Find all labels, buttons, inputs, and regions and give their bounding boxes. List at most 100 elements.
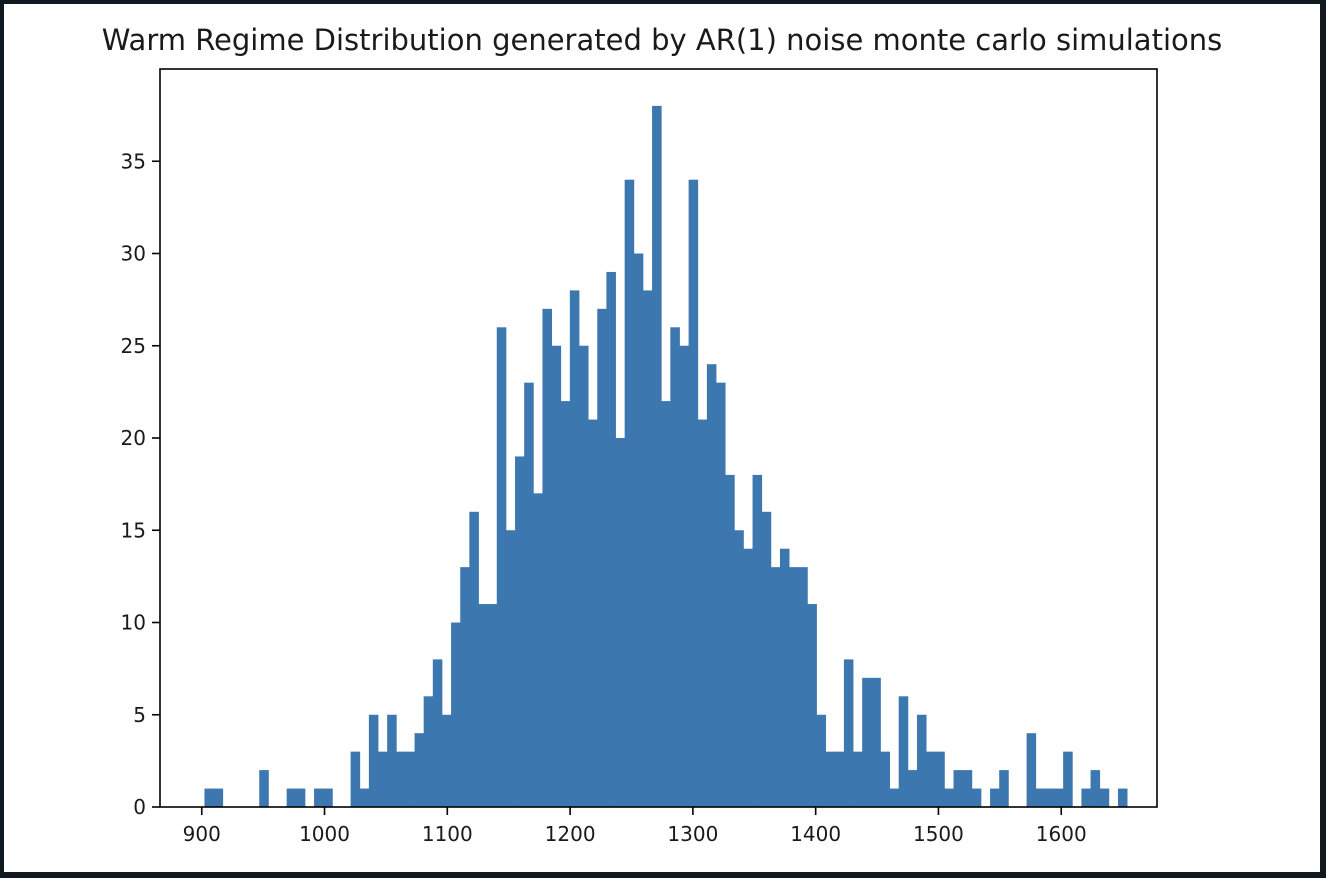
histogram-bar [633, 253, 644, 807]
histogram-bar [487, 604, 498, 807]
histogram-bar [761, 511, 772, 807]
histogram-bar [1063, 751, 1073, 807]
x-tick-label: 1200 [545, 822, 596, 846]
histogram-bar [1026, 733, 1037, 807]
histogram-bar [1099, 788, 1110, 807]
x-axis-ticks: 900 1000 1100 1200 1300 1400 1500 1600 [183, 807, 1087, 846]
histogram-bar [597, 308, 607, 807]
histogram-bar [469, 511, 479, 807]
y-tick-label: 5 [133, 703, 146, 727]
histogram-bar [880, 751, 890, 807]
histogram-bar [533, 493, 543, 807]
histogram-bar [423, 696, 434, 807]
y-tick-label: 0 [133, 795, 146, 819]
x-tick-label: 1500 [913, 822, 964, 846]
histogram-bar [451, 622, 461, 807]
histogram-bar [853, 751, 863, 807]
histogram-bar [359, 788, 370, 807]
histogram-bar [779, 548, 790, 807]
y-axis-ticks: 0 5 10 15 20 25 30 35 [121, 149, 160, 819]
histogram-bar [323, 788, 333, 807]
histogram-bar [670, 327, 680, 807]
histogram-bar [743, 548, 753, 807]
histogram-bar [295, 788, 306, 807]
histogram-bar [871, 677, 881, 807]
histogram-bar [642, 290, 653, 807]
histogram-bar [414, 733, 425, 807]
histogram-bar [752, 474, 763, 807]
histogram-bar [378, 751, 388, 807]
y-tick-label: 30 [121, 242, 146, 266]
histogram-bar [834, 751, 845, 807]
histogram-bar [907, 770, 918, 807]
histogram-bar [926, 751, 936, 807]
y-tick-label: 25 [121, 334, 146, 358]
histogram-bar [387, 714, 397, 807]
x-tick-label: 1600 [1036, 822, 1087, 846]
x-tick-label: 1100 [422, 822, 473, 846]
histogram-bar [350, 751, 361, 807]
histogram-bar [432, 659, 443, 807]
histogram-bar [898, 696, 909, 807]
histogram-bar [569, 290, 580, 807]
histogram-bar [368, 714, 379, 807]
histogram-bars [204, 105, 1128, 807]
x-tick-label: 1400 [790, 822, 841, 846]
histogram-bar [825, 751, 836, 807]
x-tick-label: 900 [183, 822, 221, 846]
histogram-bar [560, 401, 571, 807]
histogram-bar [624, 179, 635, 807]
histogram-bar [862, 677, 872, 807]
y-tick-label: 20 [121, 426, 146, 450]
histogram-bar [441, 714, 452, 807]
x-tick-label: 1300 [667, 822, 718, 846]
histogram-bar [688, 179, 699, 807]
histogram-bar [935, 751, 945, 807]
histogram-bar [798, 567, 808, 807]
histogram-bar [807, 604, 817, 807]
histogram-bar [843, 659, 854, 807]
histogram-bar [578, 345, 589, 807]
histogram-bar [396, 751, 406, 807]
histogram-bar [679, 345, 690, 807]
histogram-bar [204, 788, 214, 807]
histogram-bar [1044, 788, 1055, 807]
histogram-bar [697, 419, 708, 807]
histogram-bar [1035, 788, 1046, 807]
y-tick-label: 35 [121, 149, 146, 173]
histogram-bar [725, 474, 735, 807]
histogram-bar [889, 788, 900, 807]
histogram-bar [999, 770, 1009, 807]
x-tick-label: 1000 [299, 822, 350, 846]
histogram-bar [916, 714, 927, 807]
histogram-bar [478, 604, 489, 807]
histogram-bar [615, 438, 626, 807]
histogram-bar [460, 567, 470, 807]
histogram-bar [606, 271, 616, 807]
histogram-bar [1117, 788, 1128, 807]
histogram-bar [314, 788, 324, 807]
histogram-bar [496, 327, 507, 807]
histogram-bar [971, 788, 982, 807]
histogram-bar [588, 419, 598, 807]
plot-area-frame [159, 68, 1158, 808]
chart-title: Warm Regime Distribution generated by AR… [102, 23, 1223, 57]
histogram-bar [734, 530, 744, 807]
histogram-bar [259, 770, 269, 807]
histogram-bar [990, 788, 1000, 807]
y-tick-label: 15 [121, 518, 146, 542]
histogram-bar [789, 567, 799, 807]
histogram-bar [505, 530, 516, 807]
histogram-bar [716, 382, 726, 807]
histogram-bar [706, 364, 717, 807]
histogram-bar [652, 105, 662, 807]
histogram-bar [661, 401, 671, 807]
histogram-bar [953, 770, 964, 807]
histogram-bar [551, 345, 562, 807]
histogram-bar [524, 382, 534, 807]
histogram-bar [213, 788, 224, 807]
histogram-bar [770, 567, 781, 807]
histogram-bar [816, 714, 827, 807]
histogram-bar [542, 308, 552, 807]
histogram-bar [1081, 788, 1091, 807]
